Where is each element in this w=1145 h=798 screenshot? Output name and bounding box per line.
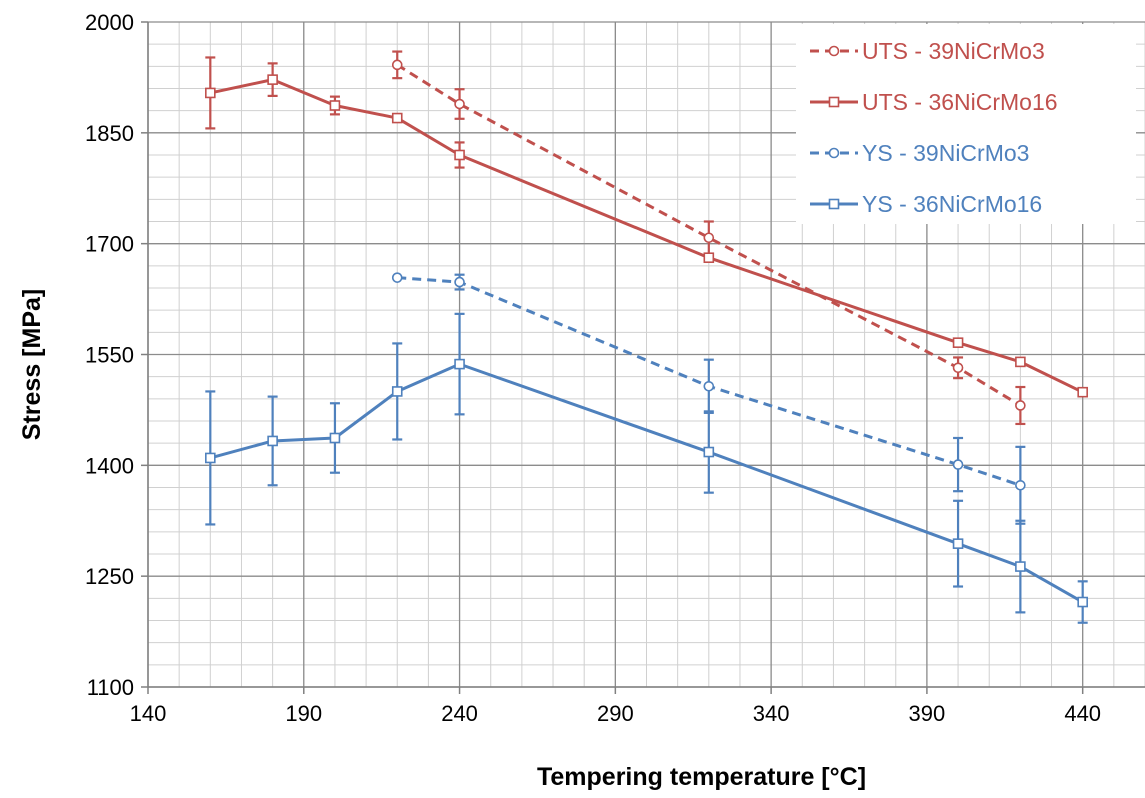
series-1	[205, 56, 1088, 398]
data-point	[1077, 596, 1088, 608]
data-point	[1015, 479, 1026, 491]
y-tick-label: 1100	[87, 675, 134, 700]
data-point	[1015, 356, 1026, 368]
y-tick-label: 1250	[85, 564, 134, 589]
legend-swatch-marker	[828, 96, 840, 108]
x-tick-label: 440	[1064, 701, 1101, 726]
data-point	[391, 112, 403, 124]
legend-label: UTS - 36NiCrMo16	[862, 89, 1058, 115]
x-tick-label: 390	[909, 701, 946, 726]
legend-swatch-marker	[828, 45, 840, 57]
y-tick-labels: 1100 1250 1400 1550 1700 1850 2000	[85, 10, 134, 700]
data-point	[205, 452, 216, 464]
data-point	[703, 446, 715, 458]
data-point	[952, 538, 964, 549]
data-point	[205, 87, 216, 99]
legend-label: YS - 39NiCrMo3	[862, 140, 1029, 166]
axes	[141, 21, 1145, 694]
y-axis-title: Stress [MPa]	[18, 289, 46, 440]
data-point	[267, 435, 278, 447]
data-point	[952, 362, 964, 374]
data-point	[454, 98, 465, 110]
x-tick-labels: 140 190 240 290 340 390 440	[130, 701, 1101, 726]
y-tick-label: 1700	[85, 232, 134, 257]
data-point	[454, 149, 465, 161]
series-0	[391, 50, 1026, 426]
x-tick-label: 240	[441, 701, 478, 726]
legend-label: YS - 36NiCrMo16	[862, 191, 1042, 217]
y-tick-label: 1850	[85, 121, 134, 146]
data-point	[391, 386, 403, 397]
legend-swatch-marker	[828, 147, 840, 159]
data-point	[391, 59, 403, 71]
y-tick-label: 1550	[85, 343, 134, 368]
series-line	[396, 63, 1022, 407]
data-point	[952, 337, 964, 348]
data-point	[391, 272, 403, 283]
x-axis-title: Tempering temperature [°C]	[537, 763, 866, 791]
series-3	[205, 312, 1088, 624]
x-tick-label: 140	[130, 701, 167, 726]
y-tick-label: 1400	[85, 453, 134, 478]
data-point	[329, 100, 341, 111]
data-point	[454, 358, 465, 370]
legend-swatch-marker	[828, 198, 840, 210]
series-2	[391, 272, 1026, 525]
data-point	[267, 74, 278, 85]
data-point	[329, 432, 341, 444]
data-point	[952, 459, 964, 470]
data-point	[703, 232, 715, 244]
x-tick-label: 290	[597, 701, 634, 726]
legend-label: UTS - 39NiCrMo3	[862, 38, 1045, 64]
x-tick-label: 190	[285, 701, 322, 726]
x-tick-label: 340	[753, 701, 790, 726]
y-tick-label: 2000	[85, 10, 134, 35]
data-point	[1015, 400, 1026, 411]
series-layer	[205, 50, 1088, 624]
legend-background	[796, 24, 1136, 224]
data-point	[454, 276, 465, 288]
legend: UTS - 39NiCrMo3 UTS - 36NiCrMo16 YS - 39Ni…	[796, 24, 1136, 224]
data-point	[703, 380, 715, 392]
data-point	[1077, 386, 1088, 398]
data-point	[1015, 561, 1026, 572]
data-point	[703, 252, 715, 264]
